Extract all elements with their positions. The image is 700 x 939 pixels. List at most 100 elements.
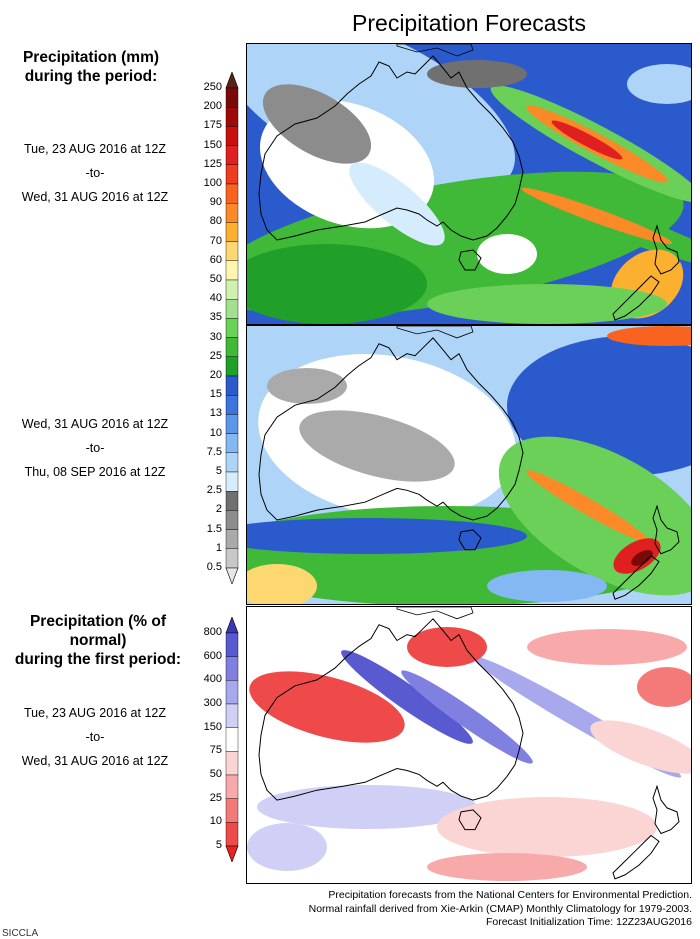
colorbar-pct-label: 5 <box>215 839 222 851</box>
colorbar-mm-label: 150 <box>203 138 222 151</box>
colorbar-mm-svg <box>225 72 239 584</box>
colorbar-mm-cell <box>225 164 239 185</box>
colorbar-pct-label: 600 <box>203 649 222 662</box>
colorbar-mm-label: 2 <box>215 503 222 516</box>
colorbar-mm-cell <box>225 241 239 262</box>
nz-south-island-coastline <box>612 275 660 321</box>
period1-label: Tue, 23 AUG 2016 at 12Z -to- Wed, 31 AUG… <box>6 142 184 204</box>
period3-sep: -to- <box>85 730 105 744</box>
colorbar-mm-cell <box>225 222 239 242</box>
precip-light-blue <box>487 570 607 602</box>
colorbar-mm-cell <box>225 548 239 569</box>
period2-label: Wed, 31 AUG 2016 at 12Z -to- Thu, 08 SEP… <box>6 417 184 479</box>
australia-coastline <box>258 337 524 521</box>
colorbar-mm-label: 200 <box>203 100 222 113</box>
precip-dry-area <box>477 234 537 274</box>
colorbar-mm-cell <box>225 337 239 358</box>
colorbar-mm-cell <box>225 318 239 338</box>
colorbar-mm-label: 20 <box>209 369 222 381</box>
png-coastline <box>396 326 474 339</box>
colorbar-mm-label: 125 <box>203 157 222 170</box>
colorbar-pct-cell <box>225 656 239 681</box>
colorbar-mm-cell <box>225 145 239 165</box>
colorbar-mm-label: 25 <box>209 349 222 362</box>
colorbar-mm-cell <box>225 452 239 473</box>
precip-top-orange <box>607 326 691 346</box>
precip-band-orange <box>526 470 648 542</box>
anomaly-wet <box>247 823 327 871</box>
page-title: Precipitation Forecasts <box>352 10 586 36</box>
colorbar-pct-label: 300 <box>203 697 222 709</box>
colorbar-mm-label: 70 <box>209 234 222 247</box>
anomaly-wet <box>257 785 477 829</box>
period2-end: Thu, 08 SEP 2016 at 12Z <box>24 465 166 479</box>
period2-start: Wed, 31 AUG 2016 at 12Z <box>21 417 169 431</box>
colorbar-mm-label: 2.5 <box>206 484 222 497</box>
precip-map-week2 <box>247 326 691 604</box>
colorbar-mm-cell <box>225 471 239 492</box>
colorbar-mm-label: 250 <box>203 81 222 93</box>
colorbar-mm-label: 175 <box>203 119 222 132</box>
precip-yellow <box>247 564 317 604</box>
anomaly-dry <box>637 667 691 707</box>
colorbar-mm-cell <box>225 529 239 550</box>
colorbar-mm-label: 7.5 <box>206 445 222 458</box>
colorbar-pct-label: 50 <box>209 768 222 780</box>
anomaly-wet-band <box>341 650 473 744</box>
colorbar-mm-label: 13 <box>209 407 222 420</box>
footer-line3: Forecast Initialization Time: 12Z23AUG20… <box>485 916 692 928</box>
nz-north-island-coastline <box>652 224 680 275</box>
colorbar-pct-label: 400 <box>203 673 222 686</box>
colorbar-mm-cell <box>225 279 239 300</box>
precip-very-light <box>349 162 445 246</box>
colorbar-mm-cell <box>225 510 239 530</box>
colorbar-pct-label: 150 <box>203 720 222 733</box>
colorbar-mm-cell <box>225 260 239 281</box>
colorbar-pct-svg <box>225 617 239 862</box>
precip-trace <box>427 60 527 88</box>
colorbar-mm-cell <box>225 491 239 511</box>
precip-mm-heading-line1: Precipitation (mm) <box>22 49 160 66</box>
colorbar-pct-cell <box>225 751 239 776</box>
colorbar-mm-label: 60 <box>209 253 222 266</box>
period1-start: Tue, 23 AUG 2016 at 12Z <box>24 142 166 156</box>
precip-light-blue <box>627 64 691 104</box>
colorbar-mm-label: 15 <box>209 388 222 401</box>
colorbar-mm-cell <box>225 356 239 377</box>
precip-blue <box>247 518 527 554</box>
colorbar-mm-top-triangle <box>225 72 239 89</box>
map-panel-anomaly <box>246 606 692 884</box>
colorbar-pct-label: 10 <box>209 815 222 828</box>
precip-green <box>247 244 427 324</box>
colorbar-mm-label: 90 <box>209 196 222 209</box>
colorbar-mm-cell <box>225 375 239 396</box>
nz-north-island-coastline <box>652 504 680 555</box>
precip-map-week1 <box>247 44 691 324</box>
nz-south-island-coastline <box>612 555 660 600</box>
colorbar-mm-cell <box>225 87 239 108</box>
colorbar-pct-cell <box>225 680 239 705</box>
period2-sep: -to- <box>85 441 105 455</box>
png-coastline <box>396 44 474 57</box>
period3-end: Wed, 31 AUG 2016 at 12Z <box>21 754 169 768</box>
precip-pct-heading-line1: Precipitation (% of normal) <box>29 613 167 649</box>
map-panel-week1 <box>246 43 692 325</box>
period1-sep: -to- <box>85 166 105 180</box>
nz-north-island-coastline <box>652 784 680 835</box>
anomaly-wet-band <box>401 670 533 764</box>
colorbar-mm-label: 0.5 <box>206 561 222 573</box>
colorbar-mm: 250 200 175 150 125 100 90 80 70 60 50 40 35 30 25 20 15… <box>192 72 242 584</box>
colorbar-mm-cell <box>225 107 239 127</box>
colorbar-mm-label: 1.5 <box>206 522 222 535</box>
precip-mm-heading: Precipitation (mm) during the period: <box>6 48 176 86</box>
anomaly-dry <box>249 671 405 743</box>
colorbar-pct-bottom-triangle <box>225 845 239 862</box>
credit-text: SICCLA <box>2 928 39 939</box>
anomaly-dry <box>437 797 657 857</box>
colorbar-mm-label: 35 <box>209 311 222 324</box>
precip-mm-heading-line2: during the period: <box>24 68 158 85</box>
map-panel-week2 <box>246 325 692 605</box>
precip-anomaly-map <box>247 607 691 883</box>
tasmania-coastline <box>458 249 482 271</box>
colorbar-mm-label: 100 <box>203 177 222 189</box>
